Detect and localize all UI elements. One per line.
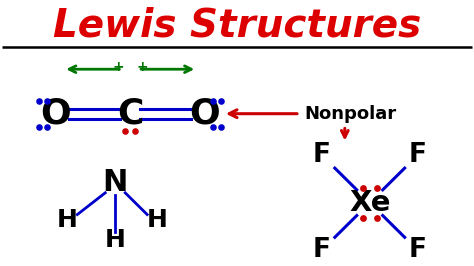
Point: [131, 128, 139, 133]
Text: N: N: [102, 168, 128, 197]
Point: [121, 128, 129, 133]
Point: [359, 215, 366, 220]
Text: F: F: [313, 142, 331, 168]
Text: F: F: [313, 237, 331, 263]
Text: H: H: [147, 209, 168, 232]
Point: [217, 99, 225, 103]
Text: Lewis Structures: Lewis Structures: [53, 7, 421, 45]
Text: +: +: [112, 60, 124, 74]
Text: O: O: [40, 97, 71, 131]
Text: O: O: [190, 97, 220, 131]
Point: [44, 124, 51, 129]
Point: [359, 186, 366, 190]
Point: [36, 99, 43, 103]
Text: Nonpolar: Nonpolar: [305, 105, 397, 123]
Point: [44, 99, 51, 103]
Text: H: H: [57, 209, 78, 232]
Point: [209, 124, 217, 129]
Point: [373, 215, 381, 220]
Point: [373, 186, 381, 190]
Point: [209, 99, 217, 103]
Text: H: H: [105, 228, 126, 252]
Text: Xe: Xe: [349, 189, 391, 217]
Text: F: F: [409, 237, 427, 263]
Text: F: F: [409, 142, 427, 168]
Point: [217, 124, 225, 129]
Text: C: C: [117, 97, 144, 131]
Text: +: +: [137, 60, 148, 74]
Point: [36, 124, 43, 129]
